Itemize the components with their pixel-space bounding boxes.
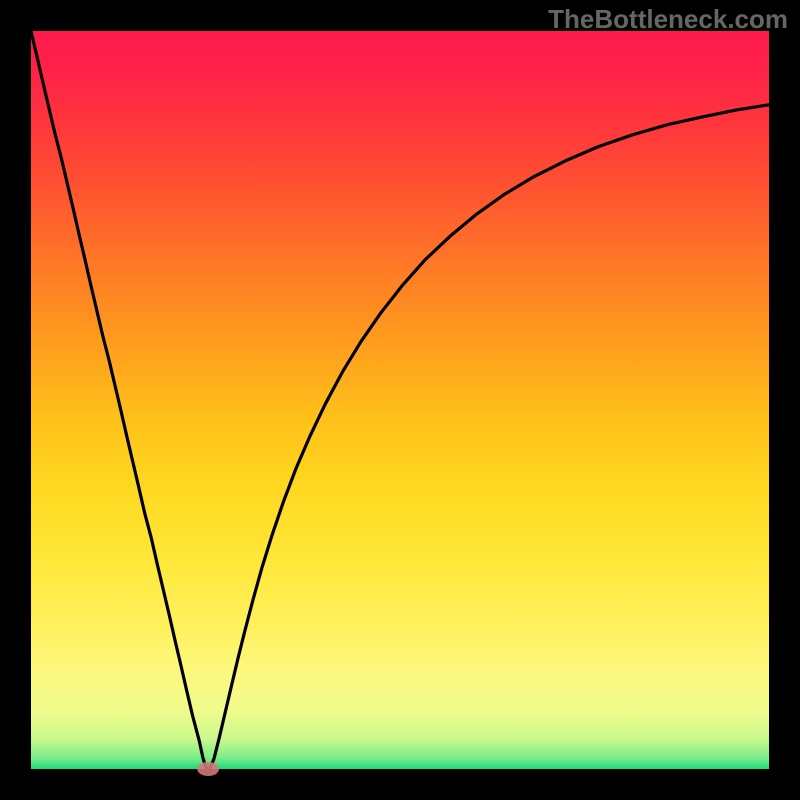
chart-container: TheBottleneck.com [0,0,800,800]
plot-background [31,31,769,769]
gradient-chart [0,0,800,800]
minimum-marker [197,762,219,776]
watermark-text: TheBottleneck.com [548,4,788,35]
